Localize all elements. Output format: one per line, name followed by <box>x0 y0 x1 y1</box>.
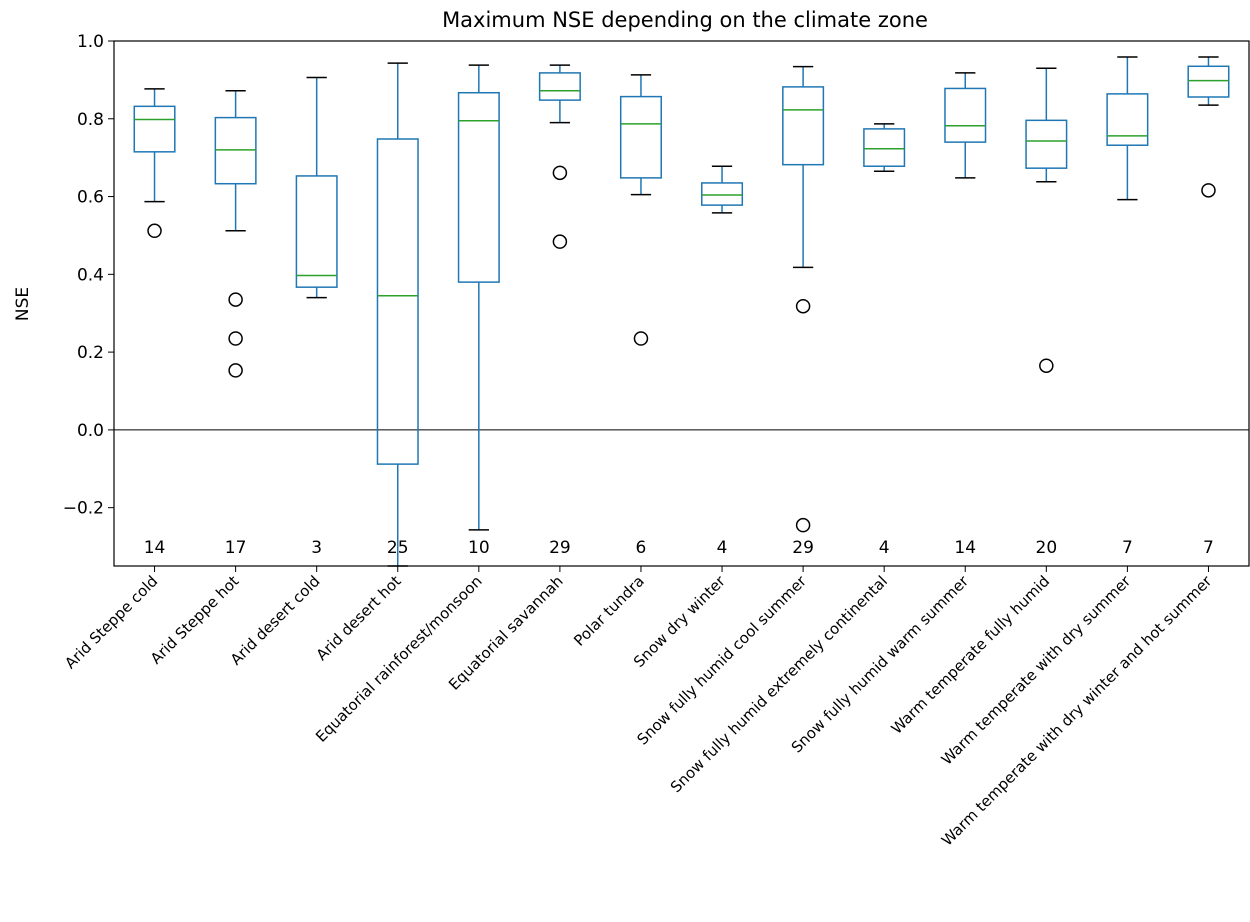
y-tick-label: 1.0 <box>77 32 104 52</box>
box-group <box>1025 67 1068 373</box>
box-iqr <box>619 95 662 179</box>
outlier-point <box>228 363 243 378</box>
sample-count-label: 17 <box>225 538 247 558</box>
sample-count-label: 20 <box>1036 538 1058 558</box>
x-tick-label: Warm temperate fully humid <box>888 572 1054 738</box>
plot-area: −0.2 0.0 0.2 0.4 0.6 0.8 1.0 14 Arid Steppe cold… <box>61 32 1249 849</box>
box-iqr <box>133 105 176 153</box>
y-tick-label: 0.2 <box>77 343 104 363</box>
box-group <box>133 88 176 239</box>
outlier-point <box>1201 183 1216 198</box>
box-group <box>376 62 419 567</box>
sample-count-label: 14 <box>144 538 166 558</box>
outlier-point <box>795 517 811 533</box>
outlier-point <box>1039 358 1054 373</box>
outlier-point <box>228 331 243 346</box>
x-tick-label: Polar tundra <box>570 572 648 650</box>
sample-count-label: 6 <box>636 538 647 558</box>
sample-count-label: 29 <box>792 538 814 558</box>
chart-title: Maximum NSE depending on the climate zon… <box>442 8 928 32</box>
sample-count-label: 4 <box>879 538 890 558</box>
outlier-point <box>552 234 568 249</box>
box-group <box>214 90 257 378</box>
box-group <box>457 64 500 531</box>
box-iqr <box>863 128 906 167</box>
box-iqr <box>1187 65 1230 98</box>
sample-count-label: 29 <box>549 538 571 558</box>
outlier-point <box>552 165 568 181</box>
x-tick-label: Arid desert cold <box>227 572 324 669</box>
box-group <box>863 123 906 173</box>
box-group <box>782 65 825 533</box>
outlier-point <box>147 223 162 239</box>
box-iqr <box>701 182 744 206</box>
box-iqr <box>1106 93 1149 146</box>
sample-count-label: 3 <box>311 538 322 558</box>
x-tick-label: Equatorial rainforest/monsoon <box>312 572 486 746</box>
box-iqr <box>782 86 825 166</box>
sample-count-label: 10 <box>468 538 490 558</box>
box-iqr <box>944 87 987 143</box>
box-iqr <box>376 138 419 465</box>
x-tick-label: Snow fully humid warm summer <box>788 572 973 757</box>
box-iqr <box>457 91 500 283</box>
outlier-point <box>228 292 243 307</box>
outlier-point <box>633 331 649 346</box>
plot-frame <box>113 40 1250 567</box>
sample-count-label: 14 <box>954 538 976 558</box>
box-group <box>619 74 662 346</box>
x-tick-label: Snow fully humid cool summer <box>633 572 810 749</box>
box-iqr <box>295 175 338 288</box>
outlier-point <box>795 298 811 314</box>
box-group <box>701 165 744 214</box>
y-tick-label: 0.4 <box>77 265 104 285</box>
x-tick-label: Arid Steppe cold <box>61 572 161 672</box>
box-group <box>1106 56 1149 201</box>
x-tick-label: Arid desert hot <box>313 572 405 664</box>
box-group <box>295 76 338 299</box>
y-tick-label: 0.0 <box>77 421 104 441</box>
y-tick-label: 0.8 <box>77 110 104 130</box>
y-tick-label: −0.2 <box>63 499 104 519</box>
sample-count-label: 7 <box>1122 538 1133 558</box>
box-iqr <box>1025 119 1068 169</box>
y-axis-label: NSE <box>13 287 33 321</box>
box-iqr <box>214 116 257 185</box>
x-tick-label: Arid Steppe hot <box>147 572 243 668</box>
x-tick-label: Warm temperate with dry winter and hot s… <box>938 572 1216 850</box>
sample-count-label: 25 <box>387 538 409 558</box>
sample-count-label: 7 <box>1203 538 1214 558</box>
box-group <box>944 72 987 179</box>
sample-count-label: 4 <box>717 538 728 558</box>
box-group <box>538 64 581 249</box>
box-iqr <box>538 72 581 101</box>
y-tick-label: 0.6 <box>77 188 104 208</box>
box-group <box>1187 56 1230 198</box>
